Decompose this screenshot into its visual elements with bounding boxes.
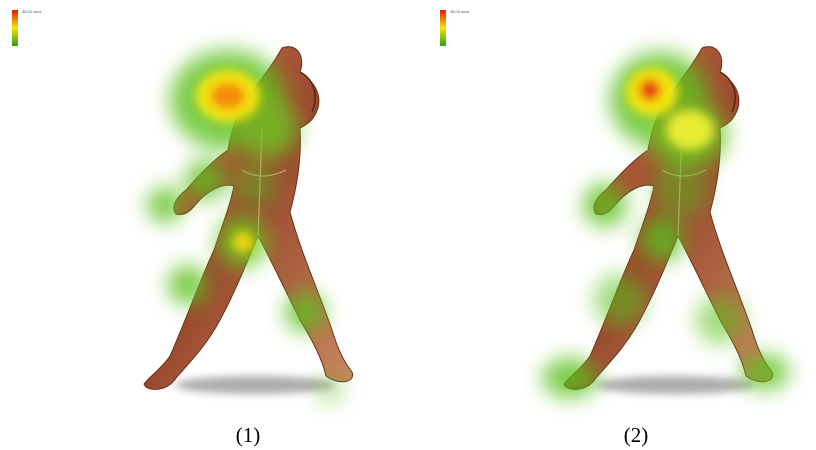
legend-bar [440, 10, 446, 46]
legend-bar [12, 10, 18, 46]
legend-label: 38.00 secs [22, 9, 41, 14]
caption: (2) [624, 423, 649, 447]
heat-hot [196, 70, 260, 252]
heatmap-panel-2: 38.00 secs (2) [440, 9, 789, 447]
heatmap-panel-1: 38.00 secs (1) [12, 9, 353, 447]
caption: (1) [236, 423, 261, 447]
legend-label: 38.00 secs [450, 9, 469, 14]
heat-hot [626, 68, 714, 150]
